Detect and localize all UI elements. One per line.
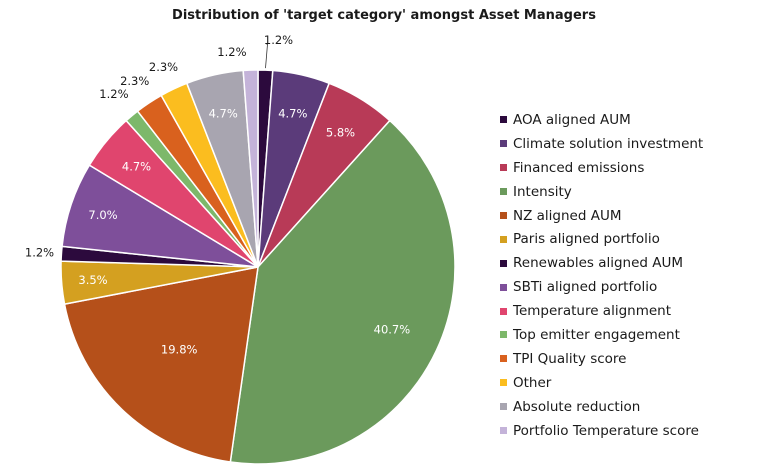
legend-label: Intensity xyxy=(513,183,572,200)
legend-swatch xyxy=(500,116,507,124)
legend-item-tpi-quality-score: TPI Quality score xyxy=(500,347,703,371)
data-label-absolute-reduction: 4.7% xyxy=(209,106,238,120)
legend-label: NZ aligned AUM xyxy=(513,207,622,224)
legend-swatch xyxy=(500,403,507,411)
legend-item-sbti-aligned-portfolio: SBTi aligned portfolio xyxy=(500,275,703,299)
legend-label: Financed emissions xyxy=(513,159,645,176)
legend-item-nz-aligned-aum: NZ aligned AUM xyxy=(500,204,703,228)
chart-legend: AOA aligned AUM Climate solution investme… xyxy=(500,108,703,442)
legend-item-paris-aligned-portfolio: Paris aligned portfolio xyxy=(500,227,703,251)
data-label-nz-aligned-aum: 19.8% xyxy=(161,343,198,357)
data-label-portfolio-temperature-score: 1.2% xyxy=(217,45,246,59)
legend-item-absolute-reduction: Absolute reduction xyxy=(500,395,703,419)
legend-label: Portfolio Temperature score xyxy=(513,422,699,439)
legend-swatch xyxy=(500,307,507,315)
legend-label: AOA aligned AUM xyxy=(513,111,631,128)
legend-label: Paris aligned portfolio xyxy=(513,231,660,248)
legend-item-temperature-alignment: Temperature alignment xyxy=(500,299,703,323)
data-label-other: 2.3% xyxy=(149,60,178,74)
data-label-tpi-quality-score: 2.3% xyxy=(120,74,149,88)
legend-swatch xyxy=(500,427,507,435)
legend-swatch xyxy=(500,140,507,148)
legend-label: Top emitter engagement xyxy=(513,326,680,343)
legend-label: TPI Quality score xyxy=(513,350,627,367)
legend-label: Absolute reduction xyxy=(513,398,641,415)
data-label-renewables-aligned-aum: 1.2% xyxy=(25,245,54,259)
legend-label: Renewables aligned AUM xyxy=(513,255,684,272)
legend-item-aoa-aligned-aum: AOA aligned AUM xyxy=(500,108,703,132)
pie-slice-nz-aligned-aum xyxy=(63,266,259,463)
legend-label: Other xyxy=(513,374,552,391)
legend-item-financed-emissions: Financed emissions xyxy=(500,156,703,180)
legend-item-portfolio-temperature-score: Portfolio Temperature score xyxy=(500,419,703,443)
legend-swatch xyxy=(500,331,507,339)
legend-swatch xyxy=(500,379,507,387)
legend-swatch xyxy=(500,212,507,219)
legend-swatch xyxy=(500,283,507,291)
legend-label: Temperature alignment xyxy=(513,303,672,320)
pie-slice-portfolio-temperature-score xyxy=(242,69,259,268)
legend-swatch xyxy=(500,355,507,363)
data-label-climate-solution-investment: 4.7% xyxy=(278,106,307,120)
data-label-paris-aligned-portfolio: 3.5% xyxy=(78,273,107,287)
legend-item-renewables-aligned-aum: Renewables aligned AUM xyxy=(500,251,703,275)
leader-line-aoa-aligned-aum xyxy=(265,43,268,69)
legend-item-climate-solution-investment: Climate solution investment xyxy=(500,132,703,156)
pie-slice-intensity xyxy=(229,119,456,465)
chart-title: Distribution of 'target category' amongs… xyxy=(172,8,596,23)
data-label-temperature-alignment: 4.7% xyxy=(122,160,151,174)
legend-swatch xyxy=(500,235,507,243)
data-label-sbti-aligned-portfolio: 7.0% xyxy=(88,208,117,222)
legend-item-other: Other xyxy=(500,371,703,395)
legend-swatch xyxy=(500,188,507,196)
data-label-aoa-aligned-aum: 1.2% xyxy=(264,33,293,47)
legend-item-top-emitter-engagement: Top emitter engagement xyxy=(500,323,703,347)
legend-swatch xyxy=(500,164,507,172)
data-label-financed-emissions: 5.8% xyxy=(326,126,355,140)
legend-label: SBTi aligned portfolio xyxy=(513,279,658,296)
legend-swatch xyxy=(500,259,507,267)
legend-label: Climate solution investment xyxy=(513,135,704,152)
legend-item-intensity: Intensity xyxy=(500,180,703,204)
data-label-top-emitter-engagement: 1.2% xyxy=(99,87,128,101)
data-label-intensity: 40.7% xyxy=(374,323,411,337)
